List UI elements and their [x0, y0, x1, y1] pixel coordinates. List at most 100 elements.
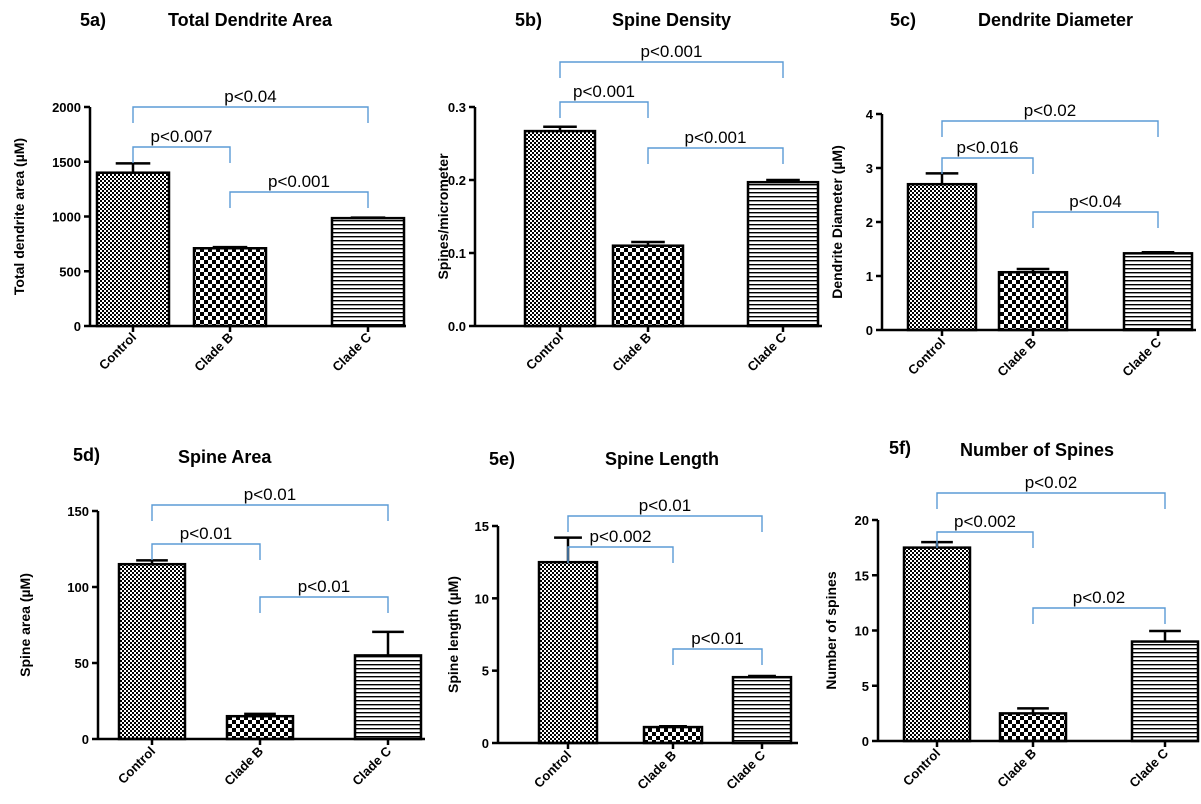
- bar-clade-c: [731, 675, 793, 745]
- x-tick-label: Clade C: [723, 747, 768, 792]
- bar-clade-b: [997, 270, 1069, 332]
- bar-clade-c: [330, 216, 406, 328]
- p-value-label: p<0.01: [180, 524, 232, 543]
- y-tick-label: 1000: [52, 210, 81, 225]
- x-tick-label: Clade B: [634, 748, 679, 793]
- x-tick-label: Clade B: [221, 744, 266, 789]
- y-tick-label: 3: [866, 161, 873, 176]
- y-tick-label: 0: [82, 732, 89, 747]
- bar-clade-c: [746, 180, 820, 328]
- significance-bracket: [941, 120, 1159, 137]
- panel-label: 5b): [515, 10, 542, 30]
- bar-control: [906, 182, 978, 332]
- bar-clade-b: [642, 725, 704, 745]
- chart-panel-5: 5e) Spine Length Spine length (µM) 0 5 10 15 Co…: [445, 449, 798, 792]
- y-tick-label: 0: [482, 736, 489, 751]
- y-tick-label: 150: [67, 504, 89, 519]
- chart-panel-3: 5c) Dendrite Diameter Dendrite Diameter (µ…: [829, 10, 1196, 379]
- y-tick-label: 0.1: [448, 246, 466, 261]
- x-tick-label: Clade B: [994, 746, 1039, 791]
- p-value-label: p<0.007: [151, 127, 213, 146]
- y-tick-label: 0: [866, 323, 873, 338]
- x-tick-label: Control: [900, 746, 943, 789]
- p-value-label: p<0.01: [298, 577, 350, 596]
- chart-title: Number of Spines: [960, 440, 1114, 460]
- panel-label: 5f): [889, 438, 911, 458]
- p-value-label: p<0.01: [639, 496, 691, 515]
- x-tick-label: Clade C: [349, 743, 394, 788]
- bar-control: [902, 546, 972, 743]
- chart-title: Dendrite Diameter: [978, 10, 1133, 30]
- y-tick-label: 15: [855, 568, 869, 583]
- y-axis-label: Number of spines: [823, 571, 839, 689]
- bar-clade-c: [1122, 252, 1194, 332]
- chart-panel-6: 5f) Number of Spines Number of spines 0 5 10 1…: [823, 438, 1200, 791]
- significance-bracket: [567, 515, 763, 532]
- bar-clade-b: [192, 247, 268, 328]
- bar-control: [95, 171, 171, 328]
- y-axis-label: Total dendrite area (µM): [11, 138, 27, 295]
- significance-bracket: [1032, 607, 1166, 624]
- x-tick-label: Clade C: [1119, 334, 1164, 379]
- significance-bracket: [647, 147, 784, 164]
- significance-bracket: [559, 101, 649, 118]
- y-tick-label: 2000: [52, 100, 81, 115]
- y-tick-label: 5: [862, 679, 869, 694]
- significance-bracket: [936, 492, 1166, 509]
- p-value-label: p<0.02: [1025, 473, 1077, 492]
- y-tick-label: 50: [75, 656, 89, 671]
- p-value-label: p<0.02: [1073, 588, 1125, 607]
- y-tick-label: 10: [475, 591, 489, 606]
- panel-label: 5e): [489, 449, 515, 469]
- y-tick-label: 10: [855, 624, 869, 639]
- bar-control: [523, 129, 597, 328]
- y-tick-label: 500: [59, 264, 81, 279]
- p-value-label: p<0.01: [244, 485, 296, 504]
- bar-control: [117, 562, 187, 741]
- panel-label: 5c): [890, 10, 916, 30]
- bar-clade-b: [225, 714, 295, 741]
- x-tick-label: Control: [905, 335, 948, 378]
- significance-bracket: [559, 61, 784, 78]
- y-tick-label: 4: [866, 107, 874, 122]
- chart-title: Spine Density: [612, 10, 731, 30]
- x-tick-label: Clade B: [609, 330, 654, 375]
- p-value-label: p<0.002: [590, 527, 652, 546]
- p-value-label: p<0.02: [1024, 101, 1076, 120]
- x-tick-label: Control: [523, 330, 566, 373]
- chart-panel-4: 5d) Spine Area Spine area (µM) 0 50 100 150 Con…: [17, 445, 425, 788]
- p-value-label: p<0.04: [1069, 192, 1121, 211]
- bar-clade-b: [611, 244, 685, 328]
- y-tick-label: 0.2: [448, 173, 466, 188]
- p-value-label: p<0.001: [573, 82, 635, 101]
- significance-bracket: [151, 504, 389, 521]
- y-tick-label: 1: [866, 269, 873, 284]
- p-value-label: p<0.001: [268, 172, 330, 191]
- y-tick-label: 20: [855, 513, 869, 528]
- p-value-label: p<0.002: [954, 512, 1016, 531]
- y-tick-label: 0: [862, 734, 869, 749]
- chart-panel-1: 5a) Total Dendrite Area Total dendrite are…: [11, 10, 406, 374]
- y-tick-label: 2: [866, 215, 873, 230]
- x-tick-label: Clade B: [994, 335, 1039, 380]
- panel-label: 5a): [80, 10, 106, 30]
- p-value-label: p<0.001: [685, 128, 747, 147]
- y-tick-label: 1500: [52, 155, 81, 170]
- p-value-label: p<0.01: [691, 629, 743, 648]
- x-tick-label: Control: [531, 748, 574, 791]
- chart-title: Spine Area: [178, 447, 272, 467]
- y-axis-label: Spine area (µM): [17, 573, 33, 677]
- x-tick-label: Control: [96, 330, 139, 373]
- significance-bracket: [941, 157, 1034, 174]
- bar-clade-b: [998, 712, 1068, 743]
- significance-bracket: [567, 546, 674, 563]
- chart-panel-2: 5b) Spine Density Spines/micrometer 0.0 0.1 0…: [435, 10, 822, 374]
- significance-bracket: [132, 146, 231, 163]
- y-axis-label: Dendrite Diameter (µM): [829, 145, 845, 299]
- x-tick-label: Clade C: [1126, 745, 1171, 790]
- y-tick-label: 15: [475, 519, 489, 534]
- chart-title: Spine Length: [605, 449, 719, 469]
- y-tick-label: 0.3: [448, 100, 466, 115]
